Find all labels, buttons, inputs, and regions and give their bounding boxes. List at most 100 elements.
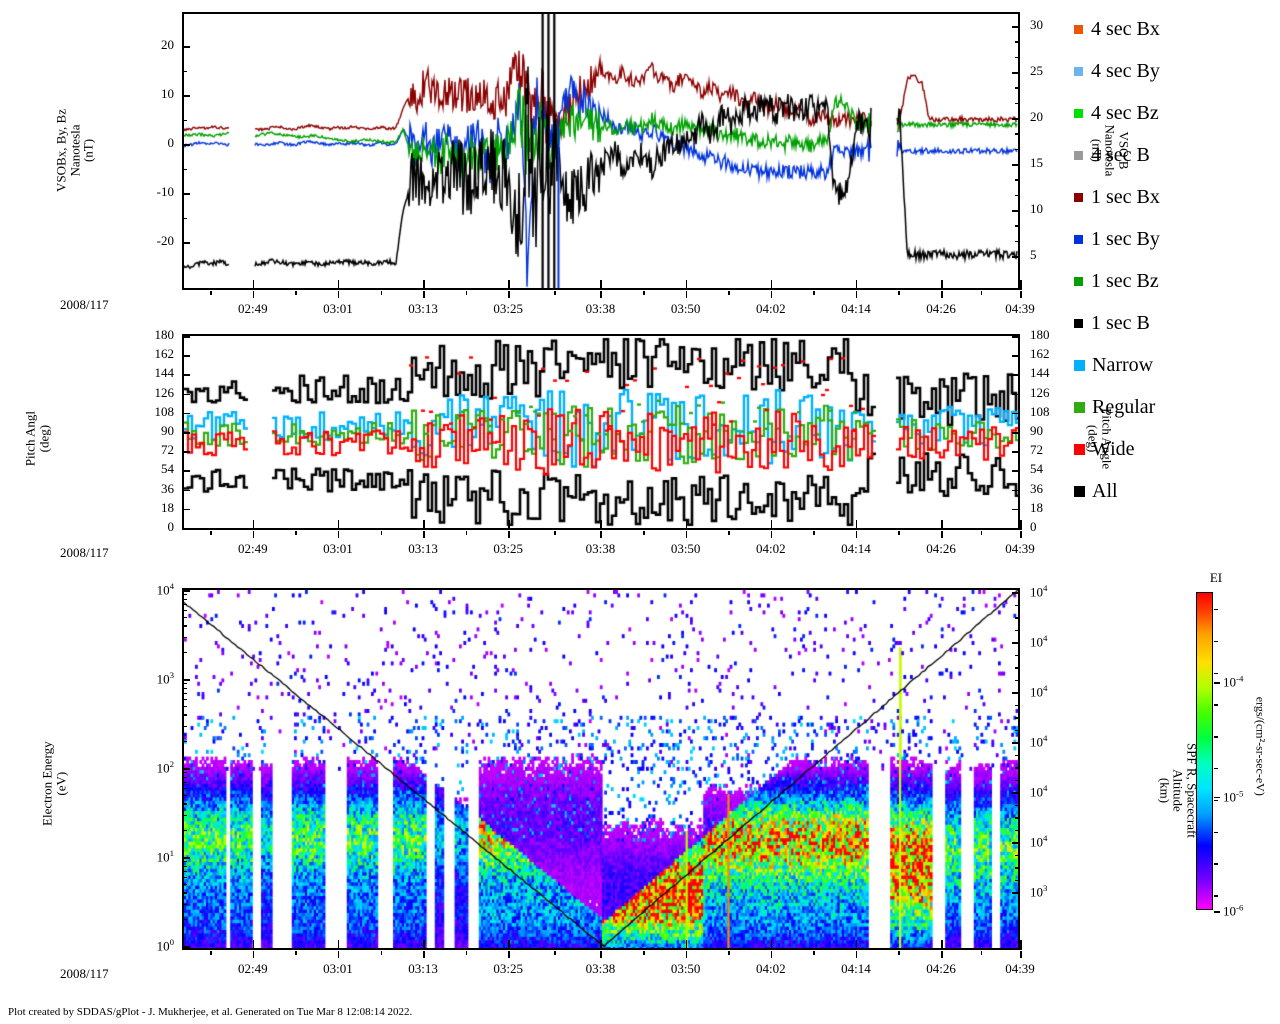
- axis-tick-mark: [182, 144, 190, 146]
- time-major-tick: [423, 280, 425, 290]
- time-minor-tick: [980, 291, 983, 295]
- axis-minor-tick-mark: [1015, 604, 1020, 606]
- time-minor-tick: [465, 531, 468, 535]
- time-major-tick: [600, 280, 602, 290]
- axis-tick-label: 72: [1030, 442, 1043, 458]
- axis-tick-mark: [182, 193, 190, 195]
- axis-tick-mark: [182, 355, 190, 357]
- axis-tick-label: 126: [154, 384, 175, 400]
- time-major-tick-below: [600, 531, 602, 538]
- colorbar-minor-tick: [1214, 608, 1218, 611]
- axis-tick-mark: [1012, 792, 1020, 794]
- axis-tick-mark: [182, 679, 190, 681]
- time-axis-label: 04:02: [755, 301, 786, 316]
- legend-item[interactable]: Regular: [1074, 386, 1224, 428]
- axis-minor-tick-mark: [1015, 87, 1020, 89]
- axis-tick-label: 5: [1030, 247, 1037, 262]
- time-major-tick: [252, 280, 255, 290]
- axis-tick-mark: [182, 768, 190, 770]
- time-major-tick-below: [337, 531, 340, 538]
- time-minor-tick: [980, 531, 983, 535]
- axis-minor-tick-mark: [182, 119, 187, 121]
- legend-item[interactable]: 1 sec Bx: [1074, 176, 1224, 218]
- log-minor-tick: [182, 714, 187, 716]
- time-major-tick-below: [1020, 951, 1022, 958]
- legend-item-label: Narrow: [1092, 354, 1154, 376]
- time-axis-label: 02:49: [237, 541, 268, 556]
- legend-swatch-icon: [1074, 443, 1085, 455]
- time-minor-tick: [643, 531, 645, 535]
- legend-item[interactable]: 4 sec Bx: [1074, 8, 1224, 50]
- legend-item-label: 1 sec Bz: [1091, 270, 1159, 292]
- panel1-date-label: 2008/117: [60, 297, 109, 312]
- axis-tick-label: 0: [167, 135, 175, 150]
- legend-item[interactable]: 4 sec Bz: [1074, 92, 1224, 134]
- axis-tick-label: 30: [1030, 17, 1043, 32]
- axis-tick-mark: [1012, 26, 1020, 28]
- axis-tick-label: 162: [1030, 346, 1050, 362]
- colorbar-unit-label: ergs/(cm²-sr-sec-eV): [1253, 696, 1268, 796]
- axis-minor-tick-mark: [1015, 717, 1020, 719]
- axis-tick-label: 180: [1030, 327, 1050, 342]
- time-axis-label: 03:38: [585, 301, 616, 316]
- legend-item[interactable]: 1 sec By: [1074, 218, 1224, 260]
- time-axis-label: 03:50: [670, 961, 701, 976]
- log-minor-tick: [182, 865, 187, 867]
- log-minor-tick: [182, 687, 187, 689]
- axis-tick-mark: [182, 242, 190, 244]
- axis-tick-mark: [1012, 451, 1020, 453]
- time-minor-tick: [295, 951, 297, 955]
- time-axis-label: 03:13: [408, 541, 438, 556]
- axis-tick-label: 102: [156, 759, 174, 776]
- time-major-tick: [685, 940, 688, 950]
- time-axis-label: 03:38: [585, 961, 616, 976]
- legend-item[interactable]: 4 sec By: [1074, 50, 1224, 92]
- time-axis-label: 04:39: [1005, 301, 1035, 316]
- legend-item[interactable]: Wide: [1074, 428, 1224, 470]
- time-major-tick-below: [1020, 531, 1022, 538]
- axis-minor-tick-mark: [1015, 704, 1020, 706]
- axis-tick-label: -10: [156, 184, 174, 199]
- axis-minor-tick-mark: [1015, 148, 1020, 151]
- legend-item[interactable]: 1 sec B: [1074, 302, 1224, 344]
- time-axis-label: 03:13: [408, 961, 438, 976]
- axis-minor-tick-mark: [1015, 41, 1020, 43]
- time-major-tick: [423, 940, 425, 950]
- axis-tick-label: 90: [161, 423, 174, 438]
- legend-item[interactable]: All: [1074, 470, 1224, 512]
- legend-swatch-icon: [1074, 276, 1083, 286]
- time-major-tick-below: [685, 291, 688, 298]
- log-minor-tick: [182, 625, 187, 627]
- axis-tick-mark: [1012, 72, 1020, 74]
- legend-item[interactable]: 4 sec B: [1074, 134, 1224, 176]
- time-major-tick: [685, 280, 688, 290]
- log-minor-tick: [182, 698, 187, 700]
- time-major-tick: [941, 280, 943, 290]
- axis-tick-label: 104: [1030, 783, 1048, 800]
- axis-tick-mark: [1012, 355, 1020, 357]
- time-minor-tick: [465, 291, 468, 295]
- axis-minor-tick-mark: [1015, 867, 1020, 869]
- axis-tick-mark: [1012, 742, 1020, 744]
- axis-tick-mark: [1012, 489, 1020, 492]
- axis-tick-label: 104: [1030, 833, 1048, 850]
- log-minor-tick: [182, 616, 187, 618]
- axis-tick-label: 20: [161, 37, 174, 52]
- axis-minor-tick-mark: [1015, 804, 1020, 806]
- legend-item[interactable]: Narrow: [1074, 344, 1224, 386]
- panel3-date-label: 2008/117: [60, 966, 109, 981]
- time-major-tick-below: [423, 291, 425, 298]
- time-axis-label: 04:26: [926, 541, 956, 556]
- panel1-left-axis-title: VSOBx, By, Bz Nanotesla (nT): [53, 108, 96, 192]
- time-major-tick: [337, 520, 340, 530]
- time-major-tick-below: [685, 531, 688, 538]
- axis-minor-tick-mark: [1015, 240, 1020, 243]
- time-minor-tick: [898, 531, 900, 535]
- time-axis-label: 02:49: [237, 961, 268, 976]
- time-major-tick-below: [600, 291, 602, 298]
- colorbar-tick-mark: [1214, 911, 1220, 913]
- axis-tick-label: -20: [156, 233, 174, 248]
- time-axis-label: 04:14: [841, 301, 871, 316]
- legend-item[interactable]: 1 sec Bz: [1074, 260, 1224, 302]
